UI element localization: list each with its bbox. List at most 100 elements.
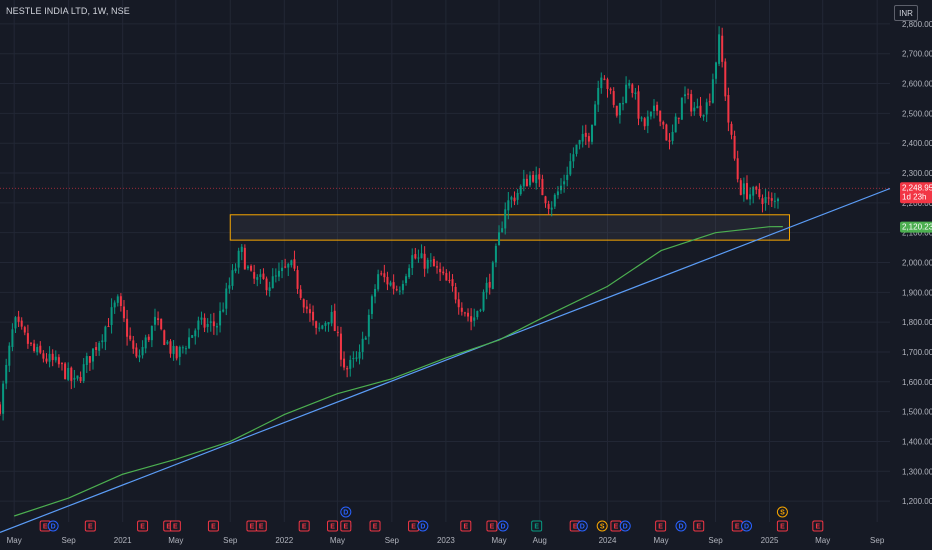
candle-body [76, 375, 79, 379]
currency-button[interactable]: INR [894, 5, 918, 21]
candle-body [541, 178, 544, 196]
candle-body [764, 196, 767, 204]
event-marker-shape [327, 520, 339, 532]
y-tick-label: 1,900.00 [902, 288, 932, 297]
candle-body [219, 310, 222, 326]
candle-body [727, 95, 730, 123]
candle-body [436, 266, 439, 268]
candle-body [250, 265, 253, 271]
event-marker-letter: E [815, 524, 820, 531]
candle-body [333, 310, 336, 331]
candle-body [20, 320, 23, 327]
candle-body [85, 356, 88, 365]
last-price-countdown: 1d 23h [902, 192, 926, 201]
candle-body [761, 198, 764, 205]
candle-body [157, 318, 160, 320]
candle-body [253, 272, 256, 279]
candle-body [640, 117, 643, 119]
candle-body [485, 282, 488, 293]
event-marker-earnings: E [298, 520, 310, 532]
event-marker-earnings: E [776, 520, 788, 532]
candle-body [590, 124, 594, 142]
event-marker-earnings: E [340, 520, 352, 532]
event-marker-shape [84, 520, 96, 532]
candle-body [169, 341, 172, 354]
event-marker-shape [576, 520, 588, 532]
event-markers: EDEEEEEEEEEDEEEDEEDEEDSEDEDEEDEEDS [39, 506, 824, 532]
candle-body [197, 320, 200, 330]
ma-path [13, 226, 783, 517]
candle-body [538, 174, 541, 180]
ma-label: 2,120.23 [902, 223, 932, 232]
candle-body [662, 121, 665, 125]
event-marker-earnings: E [486, 520, 498, 532]
candle-body [473, 317, 476, 321]
candle-body [584, 132, 587, 137]
event-marker-earnings: E [408, 520, 420, 532]
event-marker-letter: E [166, 524, 171, 531]
candle-body [426, 259, 429, 269]
event-marker-earnings: E [369, 520, 381, 532]
event-marker-earnings: E [327, 520, 339, 532]
event-marker-letter: S [600, 524, 605, 531]
candle-body [696, 106, 699, 109]
candle-body [321, 325, 324, 329]
event-marker-letter: D [343, 510, 348, 517]
candle-body [188, 337, 191, 349]
candle-body [504, 209, 507, 229]
event-marker-letter: E [780, 524, 785, 531]
candle-body [556, 191, 559, 196]
event-marker-letter: E [88, 524, 93, 531]
x-tick-label: 2025 [761, 536, 779, 545]
last-price-tag [900, 182, 932, 204]
event-marker-shape [340, 520, 352, 532]
y-tick-label: 1,700.00 [902, 348, 932, 357]
event-marker-letter: E [43, 524, 48, 531]
candle-body [222, 309, 225, 312]
chart-grid [0, 0, 890, 522]
event-marker-letter: E [140, 524, 145, 531]
time-axis: May Sep 2021 May Sep 2022 May Sep 2023 May Aug 2024… [7, 536, 885, 545]
candle-body [423, 253, 426, 269]
event-marker-letter: D [744, 524, 749, 531]
candle-body [405, 276, 408, 283]
candle-body [578, 140, 581, 145]
price-axis: 1,200.00 1,300.00 1,400.00 1,500.00 1,600.00… [902, 20, 932, 506]
candle-body [42, 353, 45, 359]
candle-body [470, 316, 473, 322]
event-marker-shape [255, 520, 267, 532]
candle-body [377, 274, 380, 290]
event-marker-earnings: E [460, 520, 472, 532]
event-marker-dividend: D [576, 520, 588, 532]
event-marker-shape [47, 520, 59, 532]
candle-body [82, 364, 85, 381]
candle-body [476, 310, 479, 318]
y-tick-label: 1,500.00 [902, 408, 932, 417]
candle-body [160, 318, 163, 330]
candle-body [395, 289, 398, 291]
event-marker-dividend: D [741, 520, 753, 532]
event-marker-letter: E [463, 524, 468, 531]
x-tick-label: May [815, 536, 830, 545]
candle-body [482, 291, 485, 311]
candle-body [172, 346, 175, 354]
event-marker-shape [776, 506, 788, 518]
candle-body [101, 340, 104, 343]
candle-body [773, 200, 776, 202]
candle-body [126, 318, 129, 337]
last-price-label: 2,248.95 [902, 183, 932, 192]
event-marker-shape [207, 520, 219, 532]
candle-body [2, 383, 5, 414]
candle-body [144, 337, 147, 349]
candle-body [386, 276, 389, 285]
candle-body [349, 359, 352, 369]
candle-body [175, 346, 178, 359]
candle-body [29, 342, 33, 344]
candle-body [259, 274, 262, 277]
candle-body [178, 346, 181, 357]
candle-body [634, 92, 637, 95]
candle-body [191, 335, 194, 338]
event-marker-letter: E [343, 524, 348, 531]
y-tick-label: 2,300.00 [902, 169, 932, 178]
